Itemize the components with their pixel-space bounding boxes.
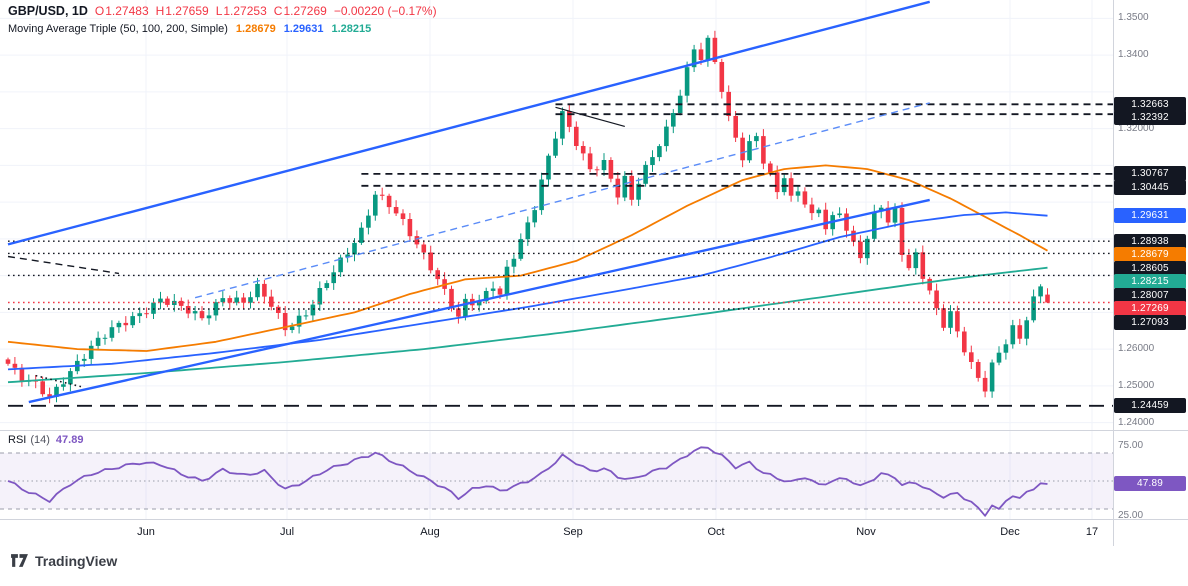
price-axis-badge-level: 1.32392 [1114, 110, 1186, 126]
price-axis-badge-level: 1.32663 [1114, 96, 1186, 112]
symbol-title: GBP/USD, 1D [8, 4, 88, 18]
ma100-value: 1.29631 [283, 23, 324, 35]
rsi-params: (14) [30, 434, 50, 446]
price-axis-label: 1.32000 [1118, 122, 1155, 134]
close-label: C [273, 4, 283, 18]
price-axis-badge-last: 1.27269 [1114, 301, 1186, 317]
tradingview-logo[interactable]: TradingView [10, 552, 117, 569]
rsi-value-badge: 47.89 [1114, 476, 1186, 492]
ma-indicator-title: Moving Average Triple (50, 100, 200, Sim… [8, 23, 228, 35]
time-axis-label-jun: Jun [137, 526, 155, 538]
close-value: 1.27269 [283, 4, 327, 18]
price-axis-badge-ma100: 1.29631 [1114, 208, 1186, 224]
ma200-value: 1.28215 [331, 23, 372, 35]
low-value: 1.27253 [223, 4, 267, 18]
time-axis-label-jul: Jul [279, 526, 295, 538]
price-axis-label: 1.24000 [1118, 416, 1155, 428]
time-axis-label-sep: Sep [563, 526, 583, 538]
price-axis-badge-level: 1.28938 [1114, 233, 1186, 249]
price-axis-badge-level: 1.30767 [1114, 166, 1186, 182]
price-axis-badge-level: 1.27093 [1114, 314, 1186, 330]
price-axis-label: 1.3500 [1118, 12, 1149, 24]
time-axis-label-nov: Nov [856, 526, 876, 538]
time-axis-label-17: 17 [1085, 526, 1099, 538]
time-axis-label-dec: Dec [1000, 526, 1020, 538]
tradingview-logo-text: TradingView [35, 552, 118, 569]
time-axis-label-aug: Aug [420, 526, 440, 538]
price-axis-badge-ma200: 1.28215 [1114, 274, 1186, 290]
ma-legend-row[interactable]: Moving Average Triple (50, 100, 200, Sim… [8, 23, 437, 40]
price-axis-label: 1.26000 [1118, 343, 1155, 355]
open-label: O [94, 4, 105, 18]
high-value: 1.27659 [165, 4, 209, 18]
rsi-legend-row[interactable]: RSI (14) 47.89 [8, 434, 83, 446]
price-axis-label: 1.3400 [1118, 49, 1149, 61]
price-axis-badge-level: 1.30445 [1114, 179, 1186, 195]
rsi-axis-label: 25.00 [1118, 510, 1144, 521]
open-value: 1.27483 [105, 4, 149, 18]
change-value: −0.00220 (−0.17%) [333, 4, 437, 18]
price-axis-badge-level: 1.28605 [1114, 260, 1186, 276]
low-label: L [215, 4, 223, 18]
rsi-indicator-title: RSI [8, 434, 27, 446]
rsi-axis-label: 75.00 [1118, 440, 1144, 451]
high-label: H [155, 4, 165, 18]
rsi-value: 47.89 [55, 434, 84, 446]
price-axis-label: 1.25000 [1118, 379, 1155, 391]
price-axis-badge-ma50: 1.28679 [1114, 247, 1186, 263]
price-axis-badge-level: 1.28007 [1114, 287, 1186, 303]
chart-canvas[interactable] [0, 0, 1188, 546]
chart-legend: GBP/USD, 1D O 1.27483 H 1.27659 L 1.27253 C… [8, 4, 437, 40]
time-axis-label-oct: Oct [707, 526, 725, 538]
ma50-value: 1.28679 [235, 23, 276, 35]
symbol-legend-row[interactable]: GBP/USD, 1D O 1.27483 H 1.27659 L 1.27253 C… [8, 4, 437, 23]
price-axis-badge-level: 1.24459 [1114, 398, 1186, 414]
tradingview-logo-icon [10, 552, 29, 569]
